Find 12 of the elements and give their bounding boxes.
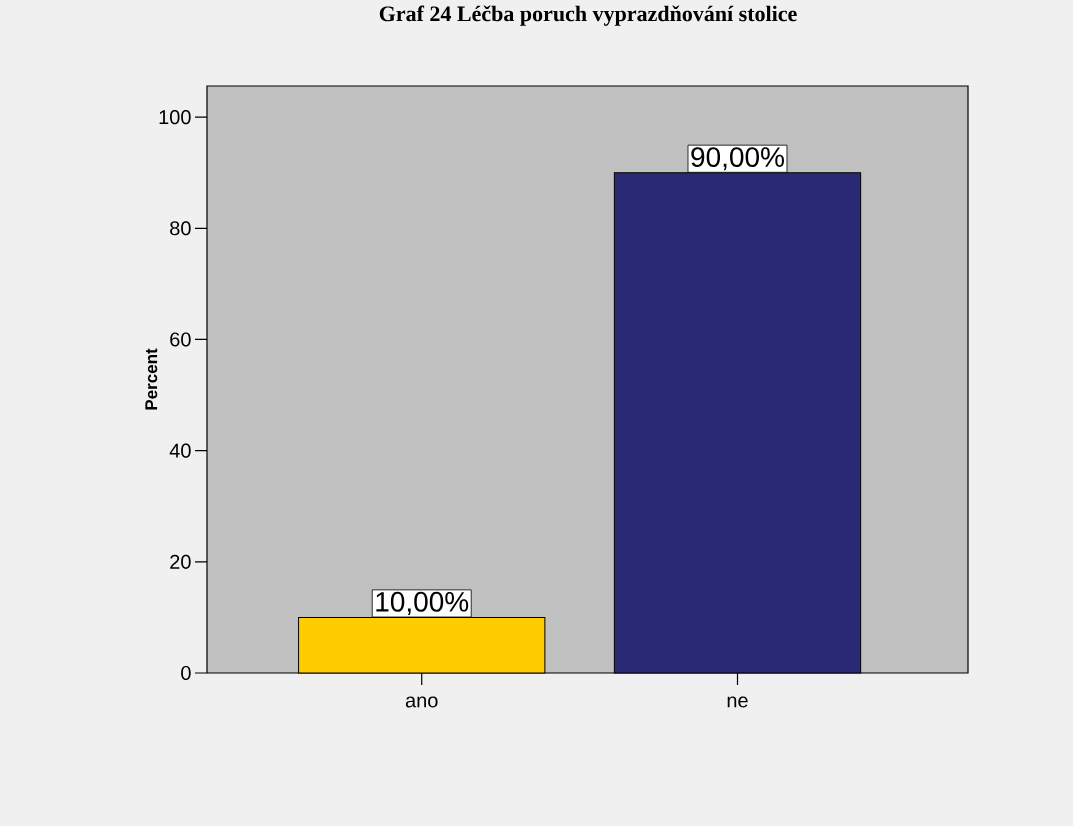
- data-label: 10,00%: [376, 591, 469, 615]
- y-tick-label: 60: [170, 332, 191, 347]
- y-tick-label: 40: [169, 443, 191, 458]
- chart-title: Graf 24 Léčba poruch vyprazdňování stolice: [379, 5, 797, 26]
- x-tick-label: ne: [727, 696, 748, 708]
- y-tick-label: 20: [170, 554, 191, 569]
- data-label: 90,00%: [691, 147, 784, 171]
- y-tick-label: 0: [181, 665, 191, 681]
- y-tick-label: 80: [170, 221, 191, 236]
- y-axis-title: Percent: [145, 348, 158, 410]
- y-tick-label: 100: [159, 110, 191, 125]
- x-tick-label: ano: [405, 696, 438, 708]
